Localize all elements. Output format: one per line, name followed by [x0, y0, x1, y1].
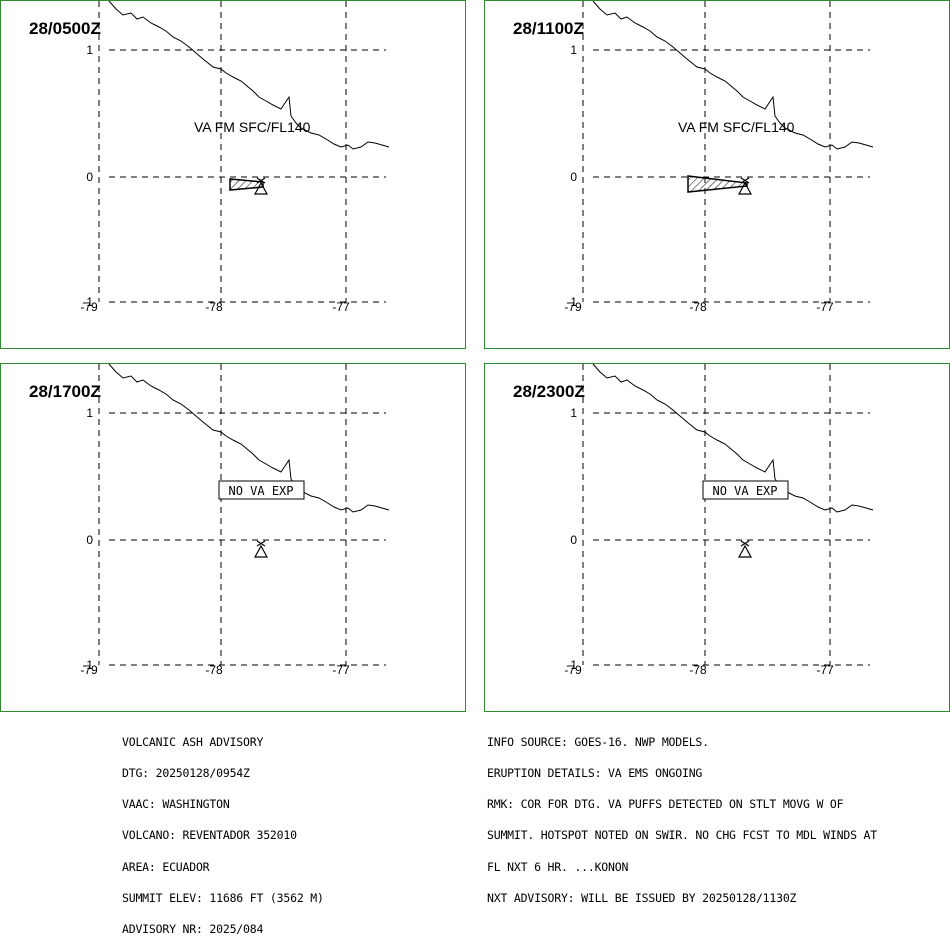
volcano-icon	[253, 540, 269, 558]
advisory-details-left: VOLCANIC ASH ADVISORY DTG: 20250128/0954…	[122, 716, 324, 945]
forecast-time-label: 28/1100Z	[513, 19, 584, 38]
advisory-line: DTG: 20250128/0954Z	[122, 766, 250, 781]
no-ash-label-box	[702, 480, 789, 500]
advisory-line: VOLCANO: REVENTADOR 352010	[122, 828, 297, 843]
advisory-details-right: INFO SOURCE: GOES-16. NWP MODELS. ERUPTI…	[487, 716, 877, 914]
ash-cloud-area	[687, 175, 748, 193]
no-ash-label: NO VA EXP	[228, 484, 293, 498]
forecast-time-label: 28/0500Z	[29, 19, 101, 38]
longitude-label: -78	[205, 663, 223, 677]
longitude-label: -77	[816, 663, 834, 677]
coastline	[108, 364, 390, 513]
advisory-line: NXT ADVISORY: WILL BE ISSUED BY 20250128…	[487, 890, 797, 905]
forecast-time-label: 28/2300Z	[513, 382, 585, 401]
latitude-label: 1	[570, 43, 577, 57]
longitude-label: -77	[816, 300, 834, 314]
latitude-label: -1	[82, 295, 93, 309]
longitude-label: -78	[689, 663, 707, 677]
latitude-label: -1	[566, 658, 577, 672]
forecast-panel-2300: 1 0 -1 -79 -78 -77 NO VA EXP 28/2300Z	[484, 363, 950, 712]
advisory-line: SUMMIT ELEV: 11686 FT (3562 M)	[122, 890, 324, 905]
coastline	[592, 1, 874, 150]
latitude-label: 0	[570, 170, 577, 184]
map-canvas: 1 0 -1-79 -78 -77 VA FM SFC/FL140	[80, 1, 390, 314]
longitude-label: -79	[80, 663, 98, 677]
latitude-label: 0	[86, 170, 93, 184]
map-canvas: 1 0 -1-79 -78 -77 NO VA EXP	[564, 364, 874, 677]
latitude-label: -1	[566, 295, 577, 309]
advisory-line: VOLCANIC ASH ADVISORY	[122, 734, 264, 749]
map-canvas: 1 0 -1-79 -78 -77 VA FM SFC/FL140	[564, 1, 874, 314]
advisory-line: AREA: ECUADOR	[122, 859, 210, 874]
volcano-icon	[737, 177, 753, 195]
forecast-panel-0500: 1 0 -1 -79 -78 -77 VA FM SFC/FL140 28/0500Z	[0, 0, 466, 349]
ash-level-label: VA FM SFC/FL140	[194, 119, 311, 135]
latitude-label: 1	[570, 406, 577, 420]
coastline	[108, 1, 390, 150]
advisory-line: ADVISORY NR: 2025/084	[122, 922, 264, 937]
ash-level-label: VA FM SFC/FL140	[678, 119, 795, 135]
longitude-label: -79	[564, 300, 582, 314]
latitude-label: 1	[86, 43, 93, 57]
advisory-line: ERUPTION DETAILS: VA EMS ONGOING	[487, 766, 703, 781]
forecast-time-label: 28/1700Z	[29, 382, 101, 401]
coastline	[592, 364, 874, 513]
longitude-label: -78	[205, 300, 223, 314]
latitude-label: 0	[86, 533, 93, 547]
volcano-icon	[737, 540, 753, 558]
longitude-label: -78	[689, 300, 707, 314]
latitude-label: 0	[570, 533, 577, 547]
latitude-label: -1	[82, 658, 93, 672]
no-ash-label: NO VA EXP	[712, 484, 777, 498]
advisory-line: FL NXT 6 HR. ...KONON	[487, 859, 629, 874]
advisory-line: SUMMIT. HOTSPOT NOTED ON SWIR. NO CHG FC…	[487, 828, 877, 843]
forecast-panel-1700: 1 0 -1 -79 -78 -77 NO VA EXP 28/1700Z	[0, 363, 466, 712]
advisory-line: VAAC: WASHINGTON	[122, 797, 230, 812]
advisory-line: RMK: COR FOR DTG. VA PUFFS DETECTED ON S…	[487, 797, 844, 812]
longitude-label: -77	[332, 300, 350, 314]
advisory-line: INFO SOURCE: GOES-16. NWP MODELS.	[487, 734, 709, 749]
volcano-icon	[253, 177, 269, 195]
map-canvas: 1 0 -1-79 -78 -77 NO VA EXP	[80, 364, 390, 677]
longitude-label: -79	[80, 300, 98, 314]
no-ash-label-box	[218, 480, 305, 500]
latitude-label: 1	[86, 406, 93, 420]
longitude-label: -77	[332, 663, 350, 677]
longitude-label: -79	[564, 663, 582, 677]
forecast-panel-1100: 1 0 -1 -79 -78 -77 VA FM SFC/FL140 28/1100Z	[484, 0, 950, 349]
